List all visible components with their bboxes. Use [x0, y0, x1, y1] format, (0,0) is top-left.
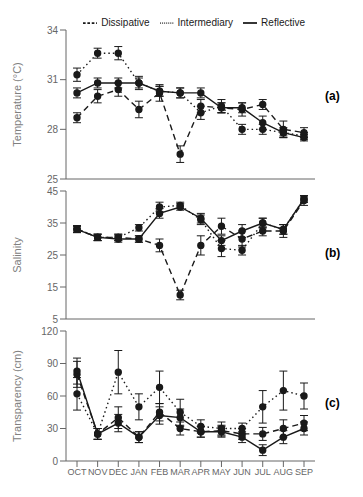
- html-text:(a): (a): [325, 88, 340, 103]
- svg-text:Transparency (cm): Transparency (cm): [11, 350, 23, 442]
- svg-text:JAN: JAN: [130, 467, 147, 477]
- svg-text:JUN: JUN: [233, 467, 251, 477]
- svg-text:JUL: JUL: [255, 467, 271, 477]
- svg-text:28: 28: [47, 124, 59, 135]
- svg-text:45: 45: [47, 186, 59, 197]
- html-text:(c): (c): [325, 396, 340, 410]
- svg-text:MAY: MAY: [212, 467, 231, 477]
- svg-text:APR: APR: [192, 467, 211, 477]
- svg-text:15: 15: [47, 282, 59, 293]
- svg-text:31: 31: [47, 74, 59, 85]
- svg-text:25: 25: [47, 174, 59, 183]
- svg-text:AUG: AUG: [274, 467, 294, 477]
- svg-text:35: 35: [47, 218, 59, 229]
- html-text:Intermediary: Intermediary: [177, 16, 234, 28]
- svg-text:30: 30: [47, 423, 59, 434]
- svg-text:25: 25: [47, 250, 59, 261]
- html-text:Dissipative: Dissipative: [101, 16, 150, 28]
- html-text:Reflective: Reflective: [261, 16, 305, 28]
- svg-text:Salinity: Salinity: [11, 237, 23, 273]
- svg-text:60: 60: [47, 391, 59, 402]
- svg-text:34: 34: [47, 25, 59, 36]
- svg-text:NOV: NOV: [88, 467, 108, 477]
- svg-text:0: 0: [52, 456, 58, 467]
- svg-text:120: 120: [41, 326, 58, 337]
- svg-text:Temperature (°C): Temperature (°C): [11, 62, 23, 146]
- svg-text:SEP: SEP: [295, 467, 313, 477]
- html-text:(b): (b): [325, 246, 341, 260]
- svg-text:DEC: DEC: [109, 467, 129, 477]
- svg-text:MAR: MAR: [170, 467, 191, 477]
- svg-text:5: 5: [52, 314, 58, 323]
- svg-text:OCT: OCT: [68, 467, 88, 477]
- svg-text:FEB: FEB: [151, 467, 169, 477]
- svg-text:90: 90: [47, 358, 59, 369]
